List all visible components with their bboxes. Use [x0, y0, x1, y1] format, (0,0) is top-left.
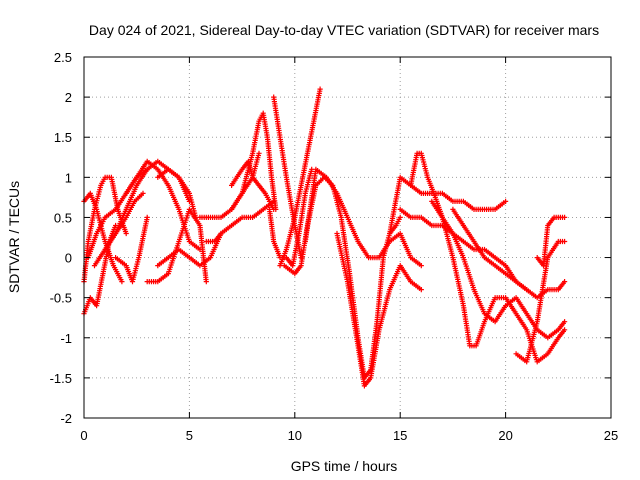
x-axis-label: GPS time / hours: [291, 458, 398, 474]
y-tick-label: -1.5: [50, 371, 72, 386]
x-tick-label: 0: [80, 428, 87, 443]
data-point: [273, 206, 279, 212]
series-track-3: [81, 222, 119, 317]
data-point: [503, 198, 509, 204]
series-track-27: [513, 238, 568, 365]
data-point: [123, 230, 129, 237]
data-point: [397, 214, 403, 220]
y-tick-label: -1: [60, 331, 72, 346]
x-tick-label: 25: [604, 428, 618, 443]
x-tick-label: 20: [498, 428, 512, 443]
data-point: [140, 190, 146, 196]
data-point: [418, 263, 424, 269]
plot-frame: [83, 56, 612, 419]
y-tick-label: 0.5: [54, 210, 72, 225]
data-point: [256, 150, 262, 156]
series-track-17: [266, 166, 315, 269]
series-track-10: [155, 166, 199, 220]
data-point: [562, 238, 568, 245]
data-point: [562, 214, 568, 220]
series-track-26: [450, 206, 568, 301]
y-tick-label: 2.5: [54, 50, 72, 65]
y-tick-label: 0: [65, 251, 72, 266]
x-tick-label: 15: [393, 428, 407, 443]
y-tick-label: -2: [60, 411, 72, 426]
chart-title: Day 024 of 2021, Sidereal Day-to-day VTE…: [89, 22, 599, 38]
series-track-23: [397, 206, 530, 293]
y-tick-label: 1.5: [54, 130, 72, 145]
x-tick-label: 5: [186, 428, 193, 443]
y-tick-label: 1: [65, 170, 72, 185]
series-track-9: [144, 206, 209, 285]
series-track-18: [277, 86, 323, 269]
data-point: [119, 279, 125, 285]
y-tick-label: -0.5: [50, 291, 72, 306]
data-point: [317, 86, 323, 92]
series-track-28: [534, 214, 568, 269]
tick-layer: 0 5 10 15 20 25 -2 -1.5 -1 -0.5 0 0.5 1 1.5 2 2.5: [50, 50, 619, 443]
series-track-15: [203, 198, 277, 245]
data-point: [203, 279, 209, 285]
series-track-14: [229, 110, 279, 212]
series-track-24: [408, 150, 568, 365]
grid-layer: [84, 57, 611, 418]
data-point: [144, 214, 150, 220]
data-point: [562, 319, 568, 325]
series-track-7: [113, 214, 150, 285]
y-axis-label: SDTVAR / TECUs: [6, 181, 22, 293]
data-point: [562, 327, 568, 333]
series-track-21: [334, 230, 424, 389]
x-tick-label: 10: [288, 428, 302, 443]
series-track-20: [302, 166, 424, 269]
data-point: [418, 287, 424, 293]
data-point: [562, 279, 568, 285]
series-track-25: [429, 198, 568, 341]
series-layer: [81, 86, 568, 389]
y-tick-label: 2: [65, 90, 72, 105]
data-point: [271, 198, 277, 204]
